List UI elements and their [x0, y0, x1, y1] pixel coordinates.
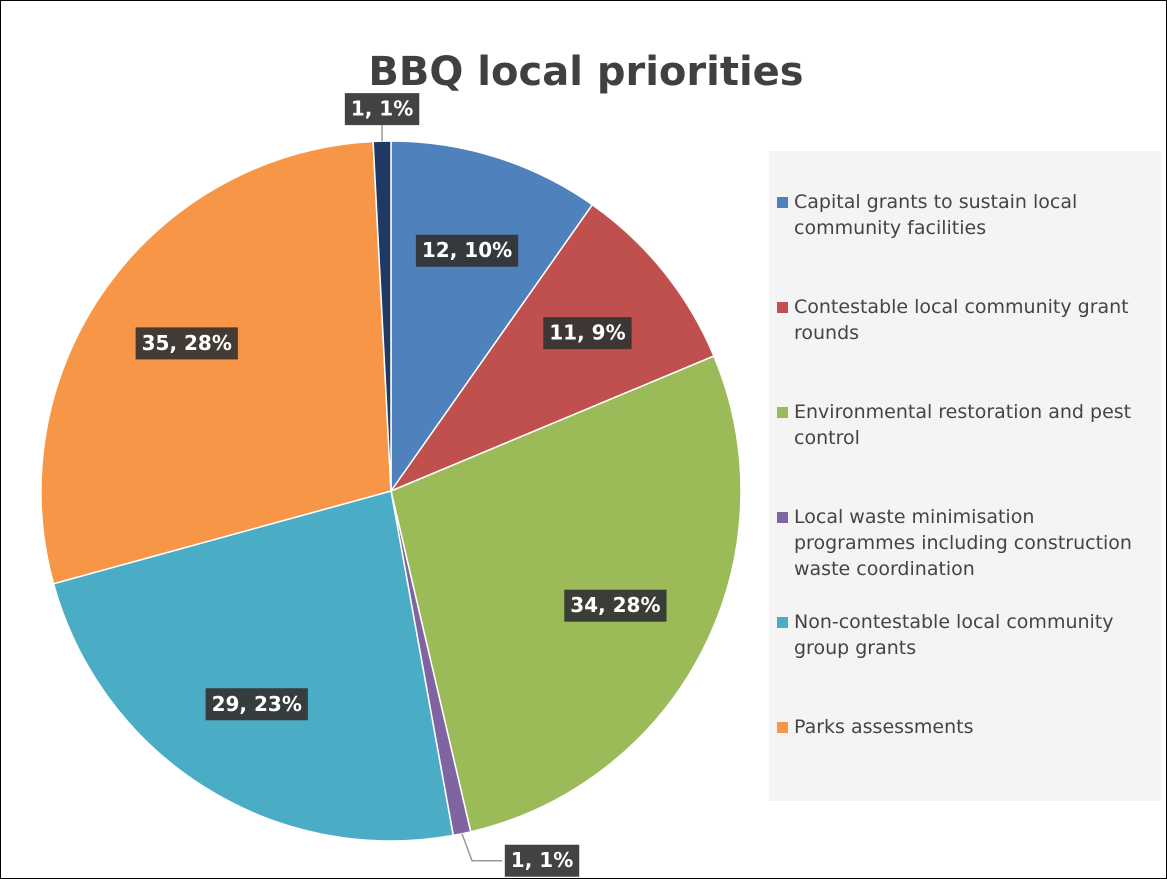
- legend-label: Parks assessments: [794, 716, 974, 738]
- legend-item: Capital grants to sustain local communit…: [777, 189, 1151, 294]
- legend-label: Capital grants to sustain local communit…: [794, 191, 1078, 239]
- pie-slice: [52, 490, 455, 842]
- data-label: 11, 9%: [549, 321, 625, 345]
- legend-swatch: [777, 407, 788, 418]
- chart-title: BBQ local priorities: [368, 49, 803, 95]
- pie-slice: [40, 140, 392, 585]
- data-label-box: [135, 327, 238, 360]
- legend-item: Local waste minimisation programmes incl…: [777, 504, 1151, 609]
- legend-item: Non-contestable local community group gr…: [777, 609, 1151, 714]
- legend-swatch: [777, 722, 788, 733]
- legend-label: Non-contestable local community group gr…: [794, 611, 1114, 659]
- legend-item: Parks assessments: [777, 714, 1151, 819]
- data-label-box: [504, 844, 580, 877]
- pie-slice: [372, 140, 392, 492]
- legend-item: Contestable local community grant rounds: [777, 294, 1151, 399]
- leader-line: [461, 833, 503, 862]
- data-label-box: [205, 688, 308, 721]
- data-label: 12, 10%: [422, 238, 512, 262]
- data-label: 35, 28%: [142, 331, 232, 355]
- legend-label: Environmental restoration and pest contr…: [794, 401, 1132, 449]
- legend-swatch: [777, 197, 788, 208]
- data-label: 1, 1%: [351, 97, 413, 121]
- data-label: 1, 1%: [511, 848, 573, 872]
- legend-swatch: [777, 617, 788, 628]
- data-label: 29, 23%: [212, 692, 302, 716]
- data-label: 34, 28%: [570, 593, 660, 617]
- legend-item: Environmental restoration and pest contr…: [777, 399, 1151, 504]
- pie-slice: [390, 140, 594, 494]
- legend: Capital grants to sustain local communit…: [769, 151, 1161, 801]
- legend-label: Contestable local community grant rounds: [794, 296, 1129, 344]
- legend-swatch: [777, 302, 788, 313]
- data-label-box: [344, 93, 420, 126]
- data-label-box: [415, 234, 519, 267]
- legend-swatch: [777, 512, 788, 523]
- data-label-box: [564, 589, 667, 622]
- data-label-box: [543, 317, 632, 350]
- legend-label: Local waste minimisation programmes incl…: [794, 506, 1132, 580]
